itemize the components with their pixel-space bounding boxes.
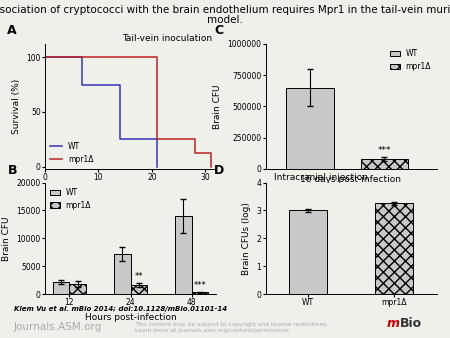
Text: ***: *** (378, 146, 391, 155)
Legend: WT, mpr1Δ: WT, mpr1Δ (389, 48, 433, 73)
Bar (289, 210, 328, 294)
Text: C: C (214, 24, 223, 37)
Bar (130, 285, 147, 294)
Bar (114, 254, 130, 294)
X-axis label: Hours post-infection: Hours post-infection (85, 313, 176, 322)
Text: Association of cryptococci with the brain endothelium requires Mpr1 in the tail-: Association of cryptococci with the brai… (0, 5, 450, 15)
Text: **: ** (135, 272, 143, 281)
Bar (286, 88, 334, 169)
Bar (192, 292, 208, 294)
Text: Intracranial injection: Intracranial injection (274, 173, 368, 182)
Legend: WT, mpr1Δ: WT, mpr1Δ (49, 140, 95, 165)
Y-axis label: Brain CFU: Brain CFU (2, 216, 11, 261)
Bar (175, 216, 192, 294)
Legend: WT, mpr1Δ: WT, mpr1Δ (49, 186, 93, 211)
Text: Tail-vein inoculation: Tail-vein inoculation (122, 34, 212, 43)
Bar (360, 159, 408, 169)
Y-axis label: Brain CFU: Brain CFU (213, 84, 222, 129)
Bar (69, 284, 86, 294)
Text: Kiem Vu et al. mBio 2014; doi:10.1128/mBio.01101-14: Kiem Vu et al. mBio 2014; doi:10.1128/mB… (14, 306, 227, 312)
Text: D: D (214, 164, 225, 176)
Y-axis label: Survival (%): Survival (%) (12, 79, 21, 134)
Text: model.: model. (207, 15, 243, 25)
Y-axis label: Brain CFUs (log): Brain CFUs (log) (242, 202, 251, 275)
Text: Journals.ASM.org: Journals.ASM.org (14, 322, 102, 332)
X-axis label: 16 days post-infection: 16 days post-infection (301, 174, 401, 184)
Text: B: B (7, 164, 17, 176)
Bar (374, 203, 413, 294)
Text: m: m (387, 317, 400, 330)
Text: A: A (7, 24, 17, 37)
Text: Bio: Bio (400, 317, 423, 330)
X-axis label: Time (Days): Time (Days) (104, 188, 158, 197)
Text: This content may be subject to copyright and license restrictions.
Learn more at: This content may be subject to copyright… (135, 322, 328, 333)
Bar (53, 282, 69, 294)
Text: ***: *** (194, 281, 207, 290)
